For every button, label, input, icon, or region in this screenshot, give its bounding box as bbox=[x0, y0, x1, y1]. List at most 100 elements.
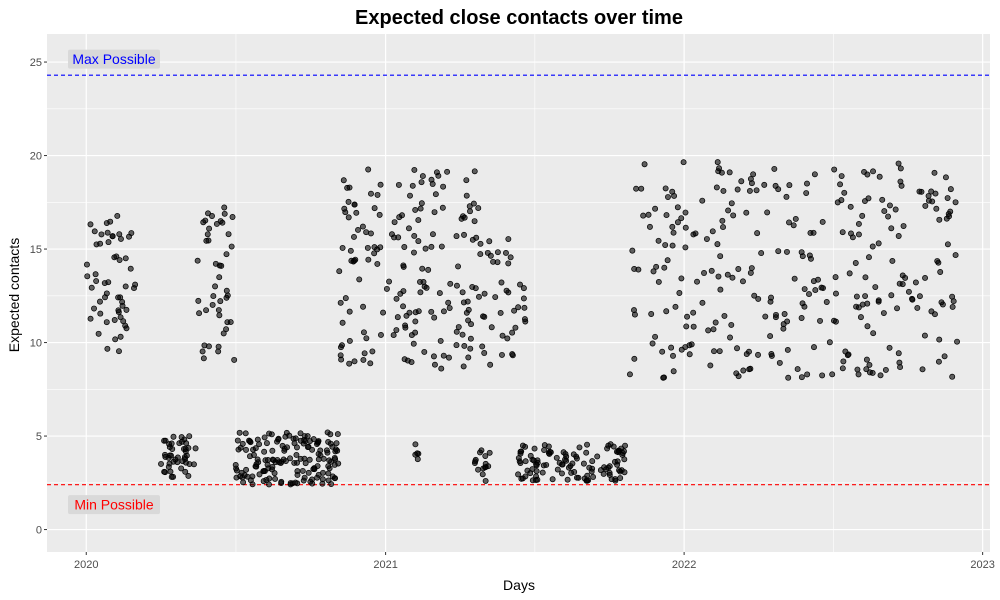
data-point bbox=[294, 459, 300, 466]
data-point bbox=[466, 203, 473, 210]
data-point bbox=[839, 229, 846, 236]
data-point bbox=[294, 472, 301, 478]
data-point bbox=[784, 248, 790, 255]
data-point bbox=[897, 364, 904, 371]
data-point bbox=[391, 219, 398, 226]
data-point bbox=[801, 286, 808, 292]
data-point bbox=[320, 469, 326, 476]
data-point bbox=[233, 465, 240, 472]
data-point bbox=[116, 231, 123, 238]
data-point bbox=[690, 309, 697, 316]
data-point bbox=[309, 480, 316, 487]
data-point bbox=[885, 213, 892, 220]
data-point bbox=[415, 217, 422, 224]
data-point bbox=[853, 293, 860, 300]
data-point bbox=[936, 216, 943, 223]
data-point bbox=[103, 319, 110, 326]
data-point bbox=[411, 166, 418, 173]
y-tick-label: 15 bbox=[30, 244, 42, 256]
data-point bbox=[505, 260, 512, 267]
data-point bbox=[223, 251, 230, 258]
data-point bbox=[161, 437, 168, 444]
data-point bbox=[482, 477, 489, 484]
data-point bbox=[626, 371, 633, 378]
data-point bbox=[417, 205, 424, 212]
data-point bbox=[762, 313, 769, 320]
data-point bbox=[870, 330, 877, 337]
x-tick-label: 2020 bbox=[74, 559, 98, 571]
data-point bbox=[315, 438, 322, 444]
data-point bbox=[458, 215, 465, 222]
data-point bbox=[786, 219, 792, 226]
data-point bbox=[446, 305, 453, 311]
data-point bbox=[418, 179, 425, 186]
data-point bbox=[518, 448, 525, 455]
data-point bbox=[109, 233, 116, 240]
data-point bbox=[378, 331, 384, 338]
data-point bbox=[748, 265, 755, 272]
data-point bbox=[755, 351, 761, 358]
data-point bbox=[655, 237, 662, 244]
data-point bbox=[499, 332, 506, 339]
data-point bbox=[455, 263, 462, 270]
data-point bbox=[377, 181, 384, 188]
data-point bbox=[931, 169, 938, 176]
y-tick-label: 10 bbox=[30, 338, 42, 350]
data-point bbox=[345, 198, 352, 205]
data-point bbox=[463, 192, 470, 199]
data-point bbox=[710, 326, 717, 333]
data-point bbox=[236, 429, 243, 436]
data-point bbox=[217, 298, 224, 305]
data-point bbox=[889, 258, 896, 264]
data-point bbox=[461, 231, 467, 238]
data-point bbox=[428, 308, 435, 315]
data-point bbox=[707, 362, 714, 369]
data-point bbox=[215, 343, 222, 350]
data-point bbox=[534, 459, 541, 466]
data-point bbox=[490, 258, 497, 265]
data-point bbox=[669, 223, 676, 230]
data-point bbox=[837, 181, 844, 188]
data-point bbox=[428, 176, 435, 183]
data-point bbox=[519, 442, 526, 449]
data-point bbox=[229, 214, 236, 220]
data-point bbox=[504, 335, 511, 342]
data-point bbox=[311, 466, 318, 473]
data-point bbox=[383, 285, 390, 292]
data-point bbox=[390, 332, 397, 339]
y-tick-label: 25 bbox=[30, 57, 42, 69]
data-point bbox=[497, 309, 504, 316]
data-point bbox=[487, 252, 494, 259]
data-point bbox=[613, 448, 620, 455]
data-point bbox=[221, 210, 228, 217]
data-point bbox=[487, 361, 494, 368]
data-point bbox=[468, 321, 474, 328]
data-point bbox=[520, 295, 527, 302]
data-point bbox=[855, 371, 862, 378]
data-point bbox=[260, 468, 267, 475]
data-point bbox=[317, 447, 324, 454]
data-point bbox=[866, 254, 872, 261]
data-point bbox=[847, 203, 854, 210]
data-point bbox=[746, 366, 753, 373]
data-point bbox=[302, 460, 309, 467]
data-point bbox=[88, 284, 95, 291]
data-point bbox=[864, 300, 871, 307]
data-point bbox=[178, 465, 185, 472]
data-point bbox=[872, 284, 879, 291]
data-point bbox=[492, 294, 499, 301]
data-point bbox=[684, 313, 691, 320]
data-point bbox=[819, 372, 826, 379]
data-point bbox=[622, 442, 629, 449]
data-point bbox=[740, 367, 747, 374]
data-point bbox=[810, 229, 817, 236]
data-point bbox=[400, 288, 407, 294]
data-point bbox=[866, 369, 873, 376]
data-point bbox=[746, 187, 753, 194]
data-point bbox=[352, 256, 359, 263]
data-point bbox=[720, 224, 726, 231]
data-point bbox=[921, 332, 928, 339]
data-point bbox=[460, 299, 467, 306]
data-point bbox=[545, 443, 552, 450]
data-point bbox=[682, 209, 689, 216]
